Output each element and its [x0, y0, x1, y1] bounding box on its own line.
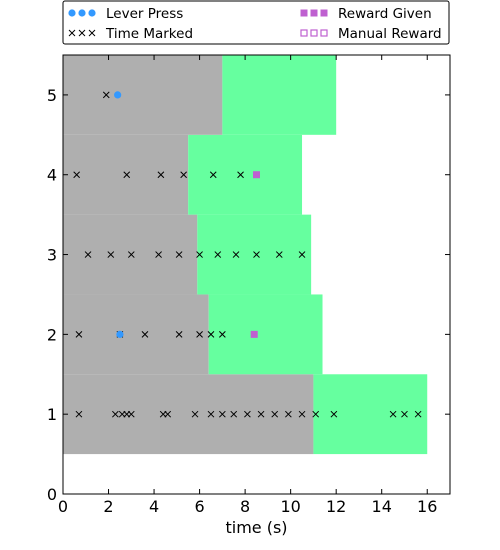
legend-marker [88, 9, 95, 16]
x-tick-label: 14 [372, 497, 392, 516]
green-region-trial-5 [222, 55, 336, 135]
legend-marker [68, 9, 75, 16]
reward-given-point [251, 331, 258, 338]
lever-press-point [114, 91, 121, 98]
x-tick-label: 10 [280, 497, 300, 516]
legend-label: Time Marked [105, 26, 193, 42]
legend-label: Reward Given [338, 6, 432, 22]
gray-region-trial-4 [63, 135, 188, 215]
x-tick-label: 6 [194, 497, 204, 516]
legend-marker [78, 9, 85, 16]
x-tick-label: 2 [103, 497, 113, 516]
legend-marker [321, 10, 328, 17]
green-region-trial-2 [209, 294, 323, 374]
x-tick-label: 12 [326, 497, 346, 516]
legend-marker [301, 10, 308, 17]
green-region-trial-1 [313, 374, 427, 454]
legend-label: Manual Reward [338, 26, 442, 42]
reward-given-point [253, 171, 260, 178]
gray-region-trial-5 [63, 55, 222, 135]
gray-region-trial-1 [63, 374, 313, 454]
y-tick-label: 3 [47, 246, 57, 265]
y-tick-label: 2 [47, 325, 57, 344]
x-tick-label: 8 [240, 497, 250, 516]
x-axis-label: time (s) [225, 518, 287, 537]
green-region-trial-4 [188, 135, 302, 215]
y-tick-label: 0 [47, 485, 57, 504]
y-tick-label: 5 [47, 86, 57, 105]
y-tick-label: 1 [47, 405, 57, 424]
lever-press-point [116, 331, 123, 338]
x-tick-label: 4 [149, 497, 159, 516]
trial-regions [63, 55, 427, 454]
green-region-trial-3 [197, 215, 311, 295]
x-tick-label: 0 [58, 497, 68, 516]
legend: Lever Press Reward Given Time Marked Manual… [63, 1, 449, 44]
gray-region-trial-3 [63, 215, 197, 295]
gray-region-trial-2 [63, 294, 209, 374]
legend-label: Lever Press [106, 6, 183, 22]
legend-marker [311, 10, 318, 17]
y-tick-label: 4 [47, 166, 57, 185]
x-tick-label: 16 [417, 497, 437, 516]
